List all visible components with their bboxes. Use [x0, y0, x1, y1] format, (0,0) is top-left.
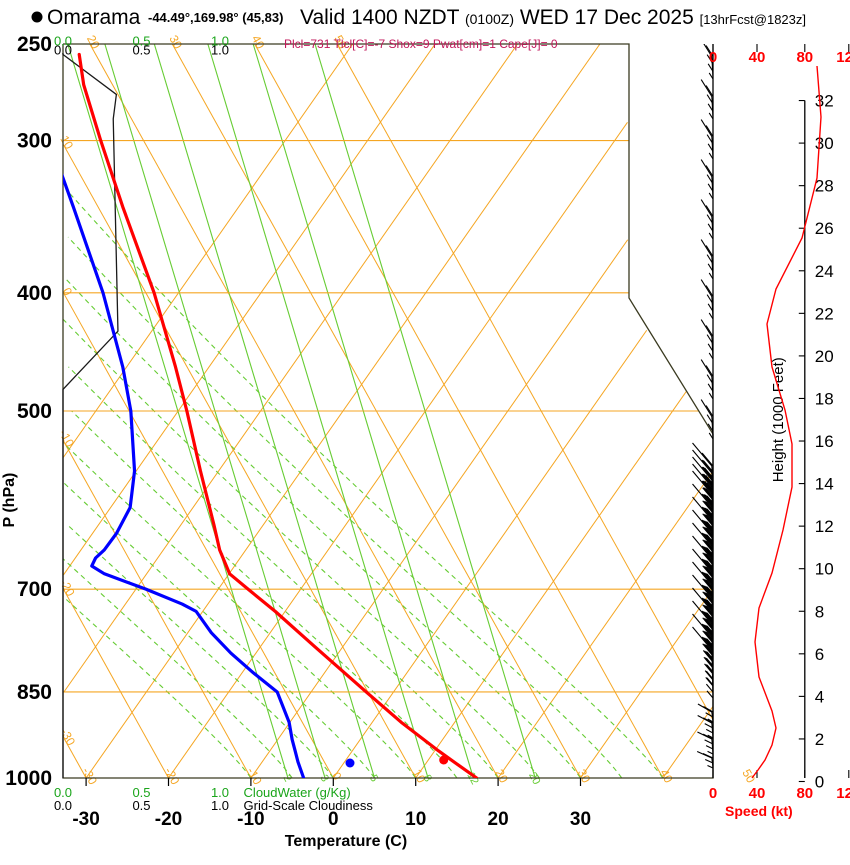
svg-text:850: 850: [17, 681, 52, 704]
svg-text:0.5: 0.5: [132, 43, 150, 58]
svg-text:6: 6: [815, 645, 824, 664]
svg-text:14: 14: [815, 475, 834, 494]
svg-text:28: 28: [815, 177, 834, 196]
svg-text:Speed (kt): Speed (kt): [725, 803, 793, 819]
svg-text:120: 120: [836, 49, 850, 66]
svg-text:4: 4: [815, 687, 824, 706]
svg-text:500: 500: [17, 400, 52, 423]
svg-text:400: 400: [17, 282, 52, 305]
svg-text:26: 26: [815, 219, 834, 238]
svg-text:0.0: 0.0: [54, 798, 72, 813]
svg-text:250: 250: [17, 33, 52, 56]
svg-text:120: 120: [836, 785, 850, 802]
svg-text:0: 0: [815, 773, 824, 792]
svg-text:20: 20: [815, 347, 834, 366]
svg-text:300: 300: [17, 130, 52, 153]
svg-text:10: 10: [405, 809, 426, 830]
svg-text:30: 30: [570, 809, 591, 830]
svg-text:10: 10: [815, 560, 834, 579]
svg-text:32: 32: [815, 92, 834, 111]
svg-text:8: 8: [815, 602, 824, 621]
svg-text:20: 20: [488, 809, 509, 830]
svg-text:700: 700: [17, 578, 52, 601]
svg-text:18: 18: [815, 389, 834, 408]
svg-text:0.5: 0.5: [132, 798, 150, 813]
svg-text:-44.49°,169.98° (45,83): -44.49°,169.98° (45,83): [148, 10, 283, 25]
svg-text:Grid-Scale Cloudiness: Grid-Scale Cloudiness: [244, 798, 374, 813]
svg-text:30: 30: [815, 134, 834, 153]
svg-text:24: 24: [815, 262, 834, 281]
svg-text:22: 22: [815, 304, 834, 323]
svg-text:40: 40: [749, 785, 766, 802]
svg-text:2: 2: [815, 730, 824, 749]
svg-text:0: 0: [709, 785, 717, 802]
svg-text:Temperature (C): Temperature (C): [285, 833, 407, 850]
svg-text:0.0: 0.0: [54, 43, 72, 58]
svg-text:1.0: 1.0: [211, 798, 229, 813]
svg-text:P (hPa): P (hPa): [1, 473, 18, 528]
svg-text:80: 80: [796, 785, 813, 802]
svg-text:Plcl=731 Tlcl[C]=-7 Shox=9 Pwa: Plcl=731 Tlcl[C]=-7 Shox=9 Pwat[cm]=1 Ca…: [284, 37, 558, 51]
svg-text:16: 16: [815, 432, 834, 451]
svg-text:1.0: 1.0: [211, 43, 229, 58]
svg-text:12: 12: [815, 517, 834, 536]
svg-text:-20: -20: [155, 809, 182, 830]
svg-text:Height (1000 Feet): Height (1000 Feet): [770, 357, 787, 482]
svg-text:Omarama: Omarama: [47, 6, 141, 29]
svg-text:1000: 1000: [5, 767, 52, 790]
svg-text:-30: -30: [72, 809, 99, 830]
